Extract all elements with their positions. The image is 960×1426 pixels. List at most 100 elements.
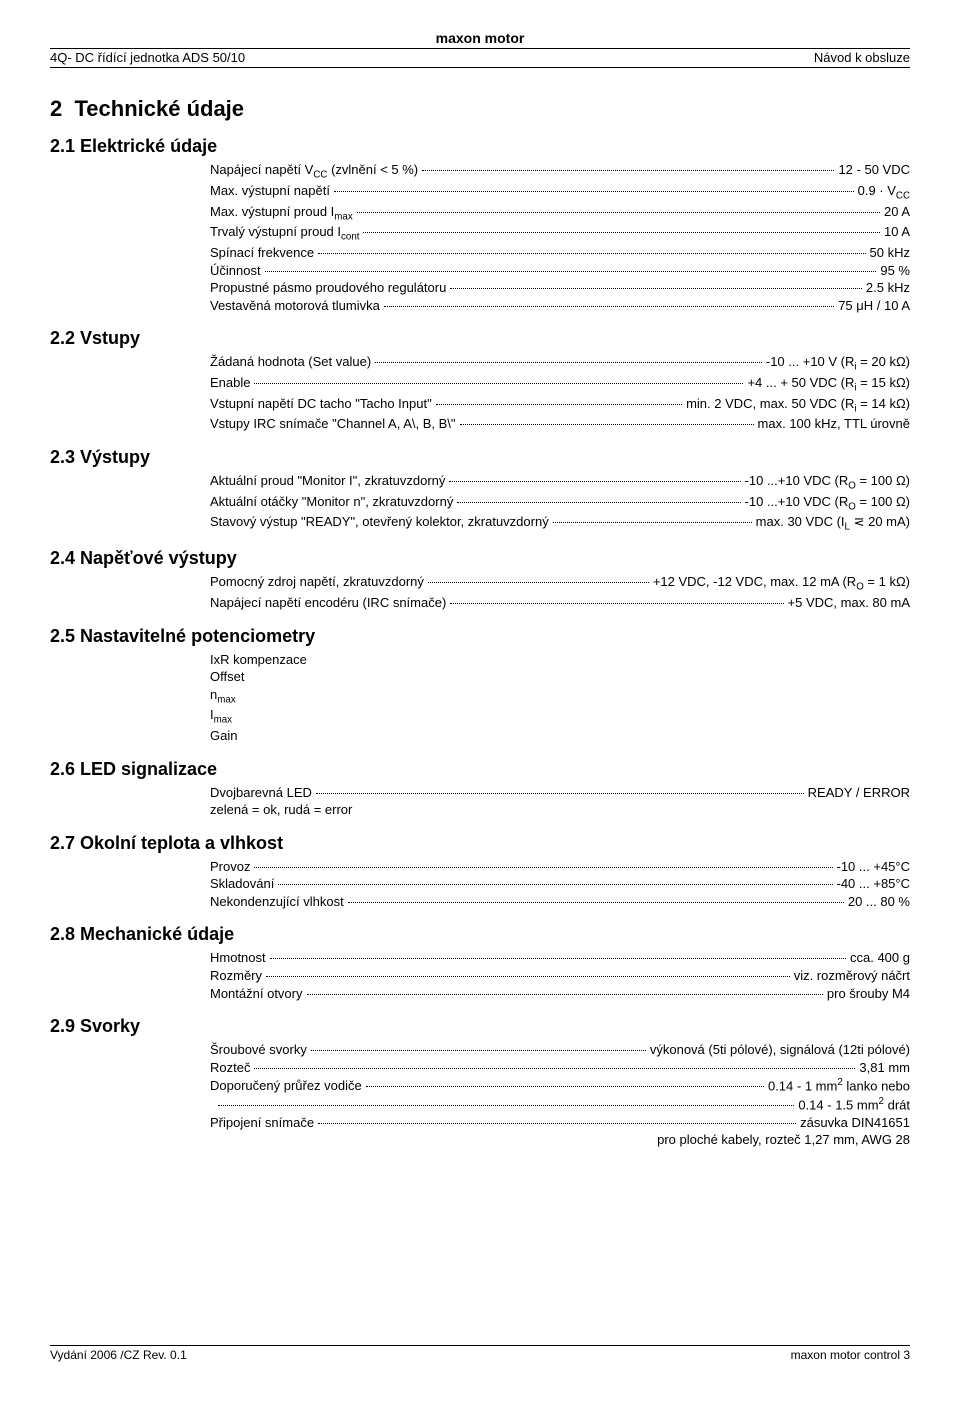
spec-label: Enable xyxy=(210,374,250,392)
spec-row: Vstupní napětí DC tacho "Tacho Input"min… xyxy=(210,395,910,416)
spec-value: -10 ... +10 V (Ri = 20 kΩ) xyxy=(766,353,910,374)
section-title: 2 Technické údaje xyxy=(50,96,910,122)
spec-value: 95 % xyxy=(880,262,910,280)
leader-dots xyxy=(436,393,682,404)
spec-row: Nekondenzující vlhkost 20 ... 80 % xyxy=(210,893,910,911)
spec-value: pro šrouby M4 xyxy=(827,985,910,1003)
leader-dots xyxy=(218,1095,795,1106)
spec-value: -10 ... +45°C xyxy=(837,858,911,876)
heading-2-6: 2.6 LED signalizace xyxy=(50,759,910,780)
spec-value: max. 30 VDC (IL ⋜ 20 mA) xyxy=(756,513,910,534)
leader-dots xyxy=(375,352,762,363)
spec-label: Rozměry xyxy=(210,967,262,985)
spec-value: -10 ...+10 VDC (RO = 100 Ω) xyxy=(745,472,910,493)
spec-row: Šroubové svorky výkonová (5ti pólové), si… xyxy=(210,1041,910,1059)
sub-header: 4Q- DC řídící jednotka ADS 50/10 Návod k… xyxy=(50,49,910,68)
spec-row: Max. výstupní napětí0.9 · VCC xyxy=(210,182,910,203)
block-2-1: Napájecí napětí VCC (zvlnění < 5 %) 12 - … xyxy=(210,161,910,314)
pot-line: nmax xyxy=(210,686,910,707)
spec-label: Rozteč xyxy=(210,1059,250,1077)
spec-row: Vstupy IRC snímače "Channel A, A\, B, B\… xyxy=(210,415,910,433)
spec-row: Spínací frekvence50 kHz xyxy=(210,244,910,262)
spec-label: Aktuální proud "Monitor I", zkratuvzdorn… xyxy=(210,472,445,490)
spec-row: Provoz -10 ... +45°C xyxy=(210,858,910,876)
spec-value: -10 ...+10 VDC (RO = 100 Ω) xyxy=(745,493,910,514)
spec-label: Stavový výstup "READY", otevřený kolekto… xyxy=(210,513,549,531)
spec-label: Max. výstupní proud Imax xyxy=(210,203,353,224)
leader-dots xyxy=(254,856,832,867)
spec-row: Rozteč 3,81 mm xyxy=(210,1059,910,1077)
leader-dots xyxy=(450,593,783,604)
leader-dots xyxy=(278,874,832,885)
spec-label: Nekondenzující vlhkost xyxy=(210,893,344,911)
spec-row: Max. výstupní proud Imax 20 A xyxy=(210,203,910,224)
doc-type: Návod k obsluze xyxy=(814,50,910,65)
spec-label: Vestavěná motorová tlumivka xyxy=(210,297,380,315)
leader-dots xyxy=(318,1113,796,1124)
spec-value: +4 ... + 50 VDC (Ri = 15 kΩ) xyxy=(747,374,910,395)
leader-dots xyxy=(363,222,880,233)
spec-row: Montážní otvory pro šrouby M4 xyxy=(210,985,910,1003)
spec-value: viz. rozměrový náčrt xyxy=(794,967,910,985)
spec-row: Dvojbarevná LEDREADY / ERROR xyxy=(210,784,910,802)
spec-row: Vestavěná motorová tlumivka 75 μH / 10 A xyxy=(210,297,910,315)
heading-2-9: 2.9 Svorky xyxy=(50,1016,910,1037)
doc-model: 4Q- DC řídící jednotka ADS 50/10 xyxy=(50,50,245,65)
block-2-9: Šroubové svorky výkonová (5ti pólové), si… xyxy=(210,1041,910,1149)
spec-value: cca. 400 g xyxy=(850,949,910,967)
spec-value: 20 ... 80 % xyxy=(848,893,910,911)
spec-value: +12 VDC, -12 VDC, max. 12 mA (RO = 1 kΩ) xyxy=(653,573,910,594)
heading-2-7: 2.7 Okolní teplota a vlhkost xyxy=(50,833,910,854)
spec-label: Provoz xyxy=(210,858,250,876)
leader-dots xyxy=(265,260,877,271)
spec-value: výkonová (5ti pólové), signálová (12ti p… xyxy=(650,1041,910,1059)
spec-row: Pomocný zdroj napětí, zkratuvzdorný +12 V… xyxy=(210,573,910,594)
leader-dots xyxy=(457,491,740,502)
pot-line: Offset xyxy=(210,668,910,686)
block-2-3: Aktuální proud "Monitor I", zkratuvzdorn… xyxy=(210,472,910,534)
spec-row: Enable +4 ... + 50 VDC (Ri = 15 kΩ) xyxy=(210,374,910,395)
spec-label: Doporučený průřez vodiče xyxy=(210,1077,362,1095)
leader-dots xyxy=(254,373,743,384)
spec-row: Stavový výstup "READY", otevřený kolekto… xyxy=(210,513,910,534)
leader-dots xyxy=(460,414,754,425)
spec-value: 75 μH / 10 A xyxy=(838,297,910,315)
heading-2-4: 2.4 Napěťové výstupy xyxy=(50,548,910,569)
spec-label: Účinnost xyxy=(210,262,261,280)
spec-label: Napájecí napětí VCC (zvlnění < 5 %) xyxy=(210,161,418,182)
spec-value: 3,81 mm xyxy=(859,1059,910,1077)
block-2-8: Hmotnostcca. 400 gRozměryviz. rozměrový … xyxy=(210,949,910,1002)
spec-label: Trvalý výstupní proud Icont xyxy=(210,223,359,244)
heading-2-8: 2.8 Mechanické údaje xyxy=(50,924,910,945)
leader-dots xyxy=(357,201,880,212)
spec-label: Šroubové svorky xyxy=(210,1041,307,1059)
pot-line: IxR kompenzace xyxy=(210,651,910,669)
leader-dots xyxy=(553,512,752,523)
spec-value: max. 100 kHz, TTL úrovně xyxy=(758,415,910,433)
spec-value: 12 - 50 VDC xyxy=(838,161,910,179)
block-2-4: Pomocný zdroj napětí, zkratuvzdorný +12 V… xyxy=(210,573,910,611)
leader-dots xyxy=(254,1057,855,1068)
leader-dots xyxy=(270,948,846,959)
spec-value: 2.5 kHz xyxy=(866,279,910,297)
spec-row: Doporučený průřez vodiče0.14 - 1 mm2 lan… xyxy=(210,1076,910,1095)
leader-dots xyxy=(318,243,865,254)
section-text: Technické údaje xyxy=(74,96,244,121)
leader-dots xyxy=(311,1040,646,1051)
spec-label: Připojení snímače xyxy=(210,1114,314,1132)
leader-dots xyxy=(449,471,740,482)
spec-value: 20 A xyxy=(884,203,910,221)
spec-value: -40 ... +85°C xyxy=(837,875,911,893)
spec-label: Spínací frekvence xyxy=(210,244,314,262)
spec-label: Pomocný zdroj napětí, zkratuvzdorný xyxy=(210,573,424,591)
heading-2-3: 2.3 Výstupy xyxy=(50,447,910,468)
spec-value: +5 VDC, max. 80 mA xyxy=(788,594,910,612)
terminals-trailer: pro ploché kabely, rozteč 1,27 mm, AWG 2… xyxy=(210,1131,910,1149)
leader-dots xyxy=(307,983,823,994)
leader-dots xyxy=(266,966,790,977)
spec-label: Žádaná hodnota (Set value) xyxy=(210,353,371,371)
spec-label: Montážní otvory xyxy=(210,985,303,1003)
spec-row: Rozměry viz. rozměrový náčrt xyxy=(210,967,910,985)
leader-dots xyxy=(428,572,649,583)
footer-left: Vydání 2006 /CZ Rev. 0.1 xyxy=(50,1348,187,1362)
